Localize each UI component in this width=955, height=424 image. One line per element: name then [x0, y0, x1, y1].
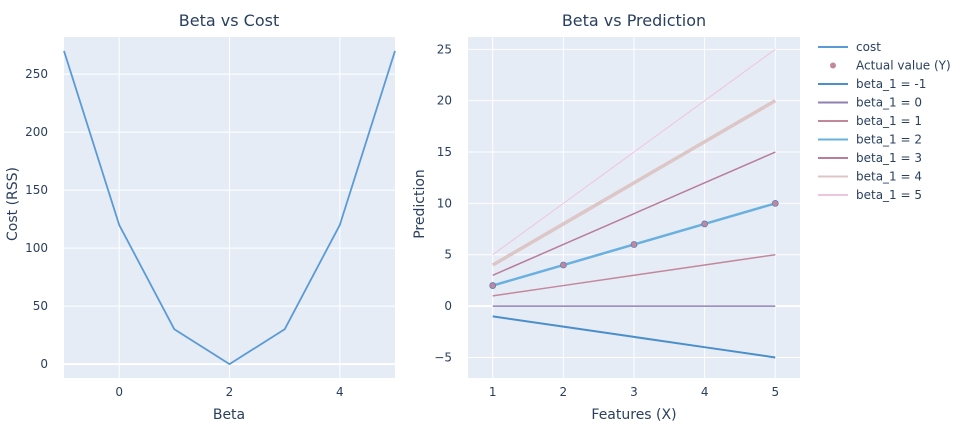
legend-label: beta_1 = -1 — [856, 77, 926, 91]
cost-x-tick-labels: 0 2 4 — [115, 385, 343, 399]
y-tick-label: 20 — [437, 94, 452, 108]
x-tick-label: 4 — [336, 385, 344, 399]
cost-line — [63, 50, 396, 365]
y-tick-label: 250 — [25, 67, 48, 81]
legend-label: beta_1 = 3 — [856, 151, 922, 165]
x-tick-label: 0 — [115, 385, 123, 399]
y-tick-label: 0 — [40, 357, 48, 371]
y-tick-label: 0 — [444, 299, 452, 313]
legend-marker — [830, 62, 836, 69]
actual-value-points — [489, 199, 779, 289]
legend-item[interactable]: beta_1 = -1 — [818, 77, 926, 91]
legend-item[interactable]: beta_1 = 3 — [818, 151, 922, 165]
legend-label: beta_1 = 0 — [856, 96, 922, 110]
x-tick-label: 2 — [560, 385, 568, 399]
legend-item[interactable]: beta_1 = 1 — [818, 114, 922, 128]
x-tick-label: 2 — [226, 385, 234, 399]
x-tick-label: 3 — [630, 385, 638, 399]
y-tick-label: 10 — [437, 196, 452, 210]
prediction-line-4 — [492, 151, 776, 276]
y-tick-label: 200 — [25, 125, 48, 139]
prediction-subplot: 1 2 3 4 5 −5 0 5 10 15 20 25 Beta vs Prediction Fe… — [412, 11, 800, 423]
prediction-line-5 — [491, 99, 777, 267]
legend-item[interactable]: beta_1 = 0 — [818, 96, 922, 110]
legend-item[interactable]: Actual value (Y) — [830, 59, 951, 73]
prediction-x-tick-labels: 1 2 3 4 5 — [489, 385, 779, 399]
legend-item[interactable]: cost — [818, 40, 881, 54]
x-tick-label: 5 — [771, 385, 779, 399]
actual-value-point — [559, 261, 567, 269]
legend-label: cost — [856, 40, 881, 54]
y-tick-label: −5 — [434, 350, 452, 364]
cost-y-axis-label: Cost (RSS) — [5, 167, 21, 241]
actual-value-point — [771, 199, 779, 207]
cost-chart-title: Beta vs Cost — [179, 11, 279, 30]
actual-value-point — [489, 282, 497, 289]
prediction-line-6 — [492, 48, 776, 256]
legend-label: beta_1 = 5 — [856, 188, 922, 202]
legend-label: Actual value (Y) — [856, 59, 951, 73]
prediction-y-axis-label: Prediction — [412, 169, 428, 239]
cost-subplot: 0 2 4 0 50 100 150 200 250 Beta vs Cost Beta Co… — [5, 11, 396, 423]
y-tick-label: 150 — [25, 183, 48, 197]
cost-y-tick-labels: 0 50 100 150 200 250 — [25, 67, 48, 371]
legend-label: beta_1 = 4 — [856, 170, 922, 184]
x-tick-label: 1 — [489, 385, 497, 399]
legend-label: beta_1 = 1 — [856, 114, 922, 128]
y-tick-label: 100 — [25, 241, 48, 255]
cost-series — [63, 50, 396, 365]
cost-x-axis-label: Beta — [213, 407, 245, 423]
legend[interactable]: cost Actual value (Y) beta_1 = -1 beta_1 = … — [818, 40, 951, 202]
legend-label: beta_1 = 2 — [856, 133, 922, 147]
prediction-chart-title: Beta vs Prediction — [562, 11, 706, 30]
prediction-line-2 — [492, 254, 776, 297]
y-tick-label: 50 — [33, 299, 48, 313]
legend-item[interactable]: beta_1 = 4 — [818, 170, 922, 184]
prediction-x-axis-label: Features (X) — [591, 407, 676, 423]
legend-item[interactable]: beta_1 = 5 — [818, 188, 922, 202]
prediction-line-0 — [492, 315, 776, 359]
y-tick-label: 15 — [437, 145, 452, 159]
legend-item[interactable]: beta_1 = 2 — [818, 133, 922, 147]
actual-value-point — [630, 241, 638, 248]
y-tick-label: 25 — [437, 42, 452, 56]
x-tick-label: 4 — [701, 385, 709, 399]
prediction-series — [491, 48, 777, 359]
actual-value-point — [701, 220, 709, 228]
prediction-y-tick-labels: −5 0 5 10 15 20 25 — [434, 42, 452, 364]
y-tick-label: 5 — [444, 248, 452, 262]
